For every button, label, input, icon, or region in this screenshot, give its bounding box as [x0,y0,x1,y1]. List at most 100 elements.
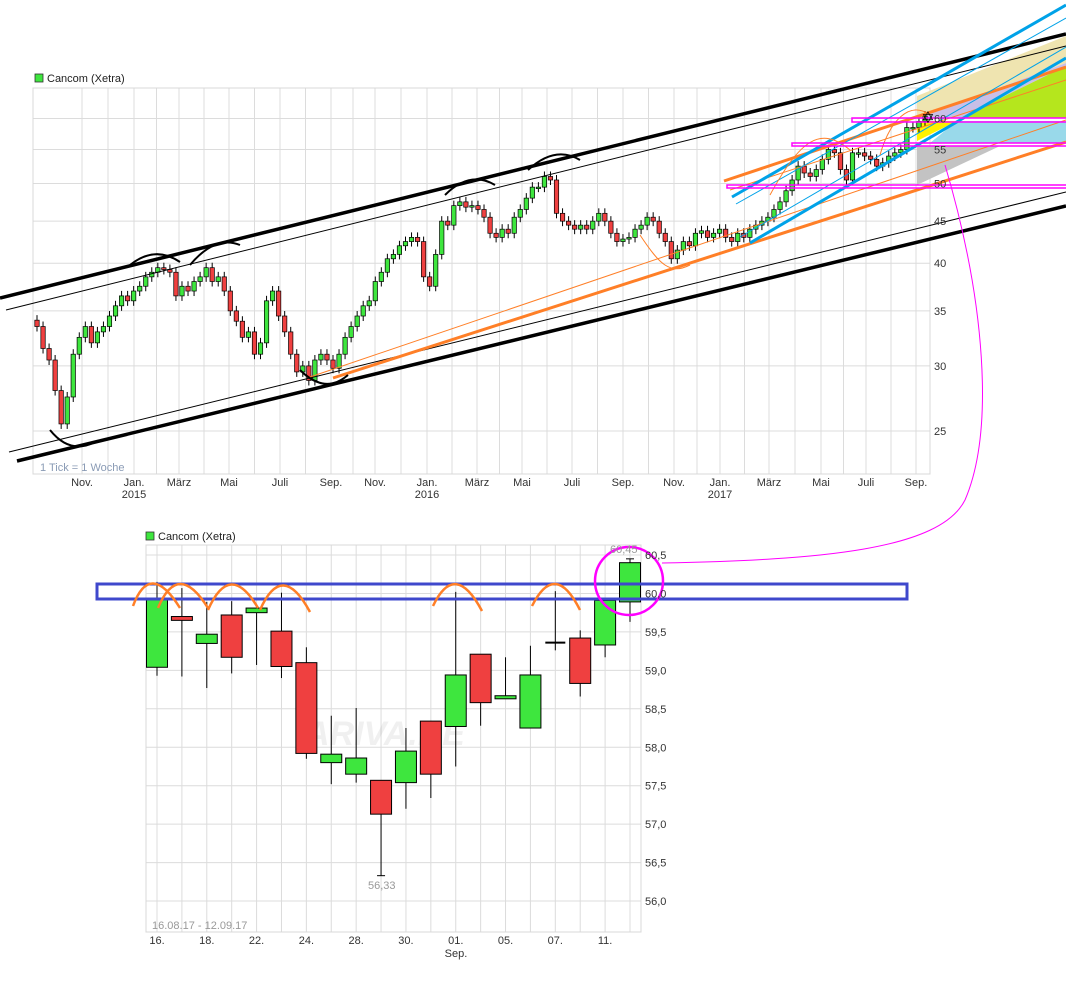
star-icon: ✡ [921,110,934,127]
candle-body [499,228,505,238]
date-range-label: 16.08.17 - 12.09.17 [152,920,247,932]
candle-body [668,241,674,260]
top-resistance-boxes [726,117,1066,189]
magenta-box-50 [726,184,1066,189]
orange-support-thick [332,140,1066,380]
candle-body [396,245,402,255]
candle-body [662,232,668,242]
candle-body [112,305,119,317]
zone-gray [917,146,1000,185]
candle-body [777,201,783,210]
candle-body [747,228,753,238]
y-tick-label: 60,5 [645,550,666,562]
top-legend-label: Cancom (Xetra) [47,73,125,85]
candle-body [874,159,880,167]
highlight-circle [593,545,665,617]
y-tick-label: 60 [934,113,946,125]
candle-body [620,238,626,242]
x-tick-label: 28. [349,935,364,947]
candle-body [572,224,578,230]
candle-body [295,662,318,754]
black-arc-marks [49,153,581,448]
candle-body [360,305,366,317]
candle-body [330,359,336,369]
x-year-label: 2017 [708,489,732,501]
candle-body [197,276,203,282]
x-tick-label: Mai [513,477,531,489]
candle-body [680,241,686,251]
candle-body [862,152,868,157]
top-trendlines [0,3,1066,463]
candle-body [547,176,554,181]
candle-body [553,179,560,214]
candle-body [584,224,590,230]
x-tick-label: 01. [448,935,463,947]
candle-body [146,599,168,668]
candle-body [276,290,282,317]
x-tick-label: Jan. [124,477,145,489]
x-tick-label: 07. [548,935,563,947]
candle-body [179,285,185,297]
candle-body [451,205,457,226]
y-tick-label: 40 [934,258,946,270]
blue-lower-thin [739,46,1066,238]
low-label: 56,33 [368,880,396,892]
candle-body [541,176,547,188]
candle-body [245,607,268,614]
candle-body [849,152,856,181]
candle-body [517,209,523,218]
candle-body [324,353,330,361]
candle-body [602,212,608,222]
magenta-connector [661,164,983,564]
candle-body [729,237,735,242]
candle-body [560,212,566,222]
candle-body [445,220,451,226]
y-tick-label: 57,0 [645,819,666,831]
y-tick-label: 30 [934,361,946,373]
candle-body [318,353,324,361]
candle-body [898,149,904,154]
y-tick-label: 25 [934,426,946,438]
high-label: 60,45 [610,544,638,556]
candle-body [569,637,592,684]
candle-body [594,599,617,646]
x-tick-label: Sep. [612,477,635,489]
candle-body [220,614,243,658]
candle-body [819,159,825,170]
candle-body [735,232,741,242]
magenta-box-60 [851,117,1066,123]
candle-body [632,228,638,238]
candle-body [590,220,596,230]
x-year-label: 2016 [415,489,439,501]
candle-body [427,276,433,287]
y-tick-label: 59,5 [645,627,666,639]
candle-body [686,241,692,247]
candle-body [372,281,378,302]
candle-body [88,326,94,344]
candle-body [813,169,819,177]
candle-body [578,224,584,230]
candle-body [868,155,874,160]
x-tick-label: Mai [220,477,238,489]
candle-body [856,152,862,155]
blue-upper-thick [731,3,1066,199]
candle-body [131,290,137,302]
zone-tan [917,36,1066,118]
candle-body [511,216,517,234]
candle-body [251,331,258,355]
x-year-label: 2015 [122,489,146,501]
x-tick-label: Jan. [417,477,438,489]
candle-body [638,224,644,230]
candle-body [523,197,529,210]
candle-body [505,228,511,234]
y-tick-label: 56,0 [645,896,666,908]
candle-body [366,300,372,307]
y-tick-label: 57,5 [645,781,666,793]
x-tick-label: Sep. [905,477,928,489]
candle-body [221,276,227,292]
x-tick-label: März [167,477,191,489]
candle-body [481,209,487,218]
x-tick-label: 11. [598,935,612,947]
x-tick-label: Nov. [364,477,386,489]
candle-body [656,220,662,234]
